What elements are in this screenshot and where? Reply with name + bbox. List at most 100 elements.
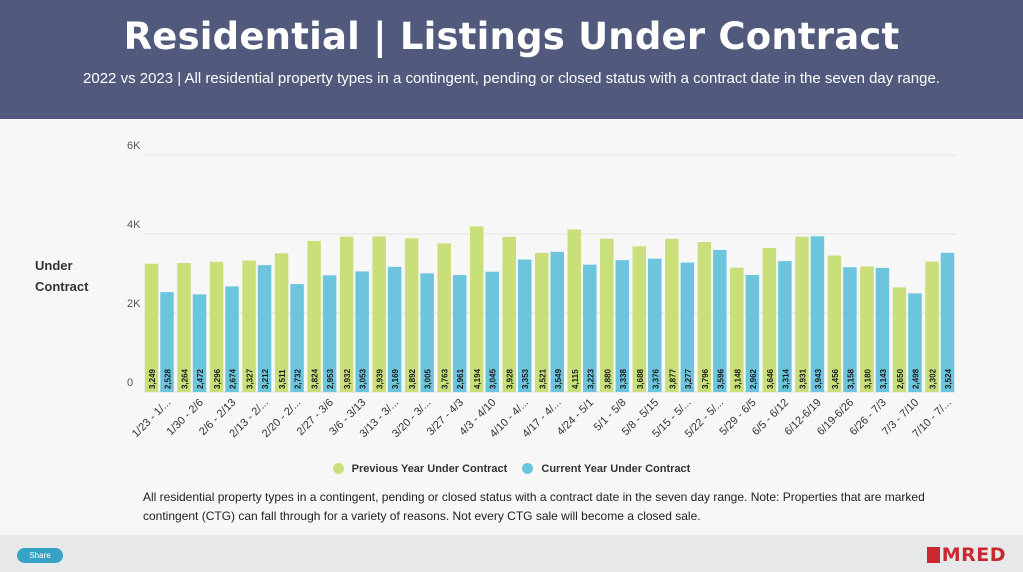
bar — [452, 275, 467, 392]
bar — [827, 255, 842, 392]
legend-item-previous[interactable]: Previous Year Under Contract — [332, 463, 508, 475]
bar-data-label: 2,962 — [749, 368, 758, 389]
bar — [420, 273, 434, 392]
bar — [225, 286, 239, 392]
bar-data-label: 2,650 — [896, 368, 905, 389]
bar-data-label: 3,249 — [148, 368, 157, 389]
bar — [615, 260, 630, 392]
bar — [730, 267, 744, 392]
bar-data-label: 3,932 — [343, 368, 352, 389]
bar-data-label: 3,549 — [554, 368, 563, 389]
bar — [892, 287, 907, 392]
footer-bar: Share MRED — [0, 535, 1023, 572]
bar-data-label: 3,264 — [181, 368, 190, 389]
bar-data-label: 3,688 — [636, 368, 645, 389]
bar — [535, 252, 549, 392]
bar-data-label: 2,498 — [911, 368, 920, 389]
y-tick-label: 0 — [127, 377, 133, 389]
bar-data-label: 3,223 — [586, 368, 595, 389]
bar-data-label: 2,953 — [326, 368, 335, 389]
y-axis-label: Under Contract — [35, 255, 88, 297]
bar-data-label: 3,877 — [668, 368, 677, 389]
bar-data-label: 3,824 — [311, 368, 320, 389]
bar — [810, 236, 825, 392]
bar — [355, 271, 369, 392]
bar — [209, 261, 224, 392]
legend-label-current: Current Year Under Contract — [541, 463, 691, 475]
bar-data-label: 3,296 — [213, 368, 222, 389]
bar-data-label: 3,338 — [619, 368, 628, 389]
logo-text: MRED — [941, 544, 1006, 566]
mred-logo: MRED — [926, 544, 1006, 566]
bar — [517, 259, 532, 392]
bar-data-label: 3,045 — [489, 368, 498, 389]
bar-data-label: 3,796 — [701, 368, 710, 389]
bar — [745, 275, 760, 392]
y-tick-label: 2K — [127, 298, 141, 310]
bar — [339, 236, 354, 392]
legend-label-previous: Previous Year Under Contract — [351, 463, 508, 475]
bar — [925, 261, 939, 392]
bar — [160, 292, 174, 392]
bar — [940, 252, 955, 392]
bar-data-label: 3,314 — [781, 368, 790, 389]
bar — [502, 236, 516, 392]
header-banner: Residential | Listings Under Contract 20… — [0, 0, 1023, 119]
bar-data-label: 3,646 — [766, 368, 775, 389]
bar-data-label: 3,376 — [651, 368, 660, 389]
bar — [387, 266, 402, 392]
x-tick-label: 1/23 - 1/... — [130, 397, 174, 441]
legend-item-current[interactable]: Current Year Under Contract — [522, 463, 690, 475]
bar — [648, 258, 662, 392]
share-button[interactable]: Share — [17, 548, 63, 563]
bar — [697, 242, 712, 392]
bar-data-label: 2,732 — [294, 368, 303, 389]
bar-data-label: 3,931 — [798, 368, 807, 389]
bar-data-label: 3,169 — [391, 368, 400, 389]
bar-data-label: 3,158 — [846, 368, 855, 389]
legend-dot-previous — [332, 463, 344, 474]
bar — [600, 238, 614, 392]
bar — [762, 247, 777, 392]
bar-data-label: 3,943 — [814, 368, 823, 389]
bar — [437, 243, 451, 392]
bar-data-label: 3,005 — [424, 368, 433, 389]
bar-data-label: 3,892 — [408, 368, 417, 389]
bar — [307, 240, 321, 392]
bar-data-label: 3,511 — [278, 369, 287, 389]
bar-data-label: 3,524 — [944, 368, 953, 389]
bar — [322, 275, 337, 392]
bar-data-label: 3,763 — [441, 368, 450, 389]
bar — [908, 293, 922, 392]
y-tick-label: 4K — [127, 219, 141, 231]
bar-data-label: 3,053 — [359, 368, 368, 389]
bar — [290, 284, 304, 392]
bar — [550, 251, 564, 392]
bar — [274, 253, 289, 392]
logo-mark-icon — [926, 547, 940, 563]
y-axis-label-line-2: Contract — [35, 279, 89, 294]
bar — [843, 267, 857, 392]
chart-legend: Previous Year Under Contract Current Yea… — [0, 463, 1023, 475]
bar — [778, 261, 792, 392]
bar — [242, 260, 256, 392]
bar-data-label: 3,327 — [246, 368, 255, 389]
bar-data-label: 3,521 — [538, 368, 547, 389]
bar-data-label: 2,528 — [164, 368, 173, 389]
bar — [257, 265, 272, 392]
bar — [192, 294, 207, 392]
bar — [713, 249, 727, 392]
page-title: Residential | Listings Under Contract — [123, 15, 900, 58]
bar-data-label: 3,928 — [506, 368, 515, 389]
chart-footnote: All residential property types in a cont… — [143, 490, 925, 523]
bar-data-label: 2,674 — [229, 368, 238, 389]
bar-data-label: 3,353 — [521, 368, 530, 389]
bar — [404, 238, 419, 392]
y-tick-label: 6K — [127, 140, 141, 152]
bar-data-label: 3,880 — [603, 368, 612, 389]
bar — [875, 267, 890, 392]
bar-data-label: 3,456 — [831, 368, 840, 389]
bar-data-label: 3,212 — [261, 368, 270, 389]
bar — [665, 238, 679, 392]
